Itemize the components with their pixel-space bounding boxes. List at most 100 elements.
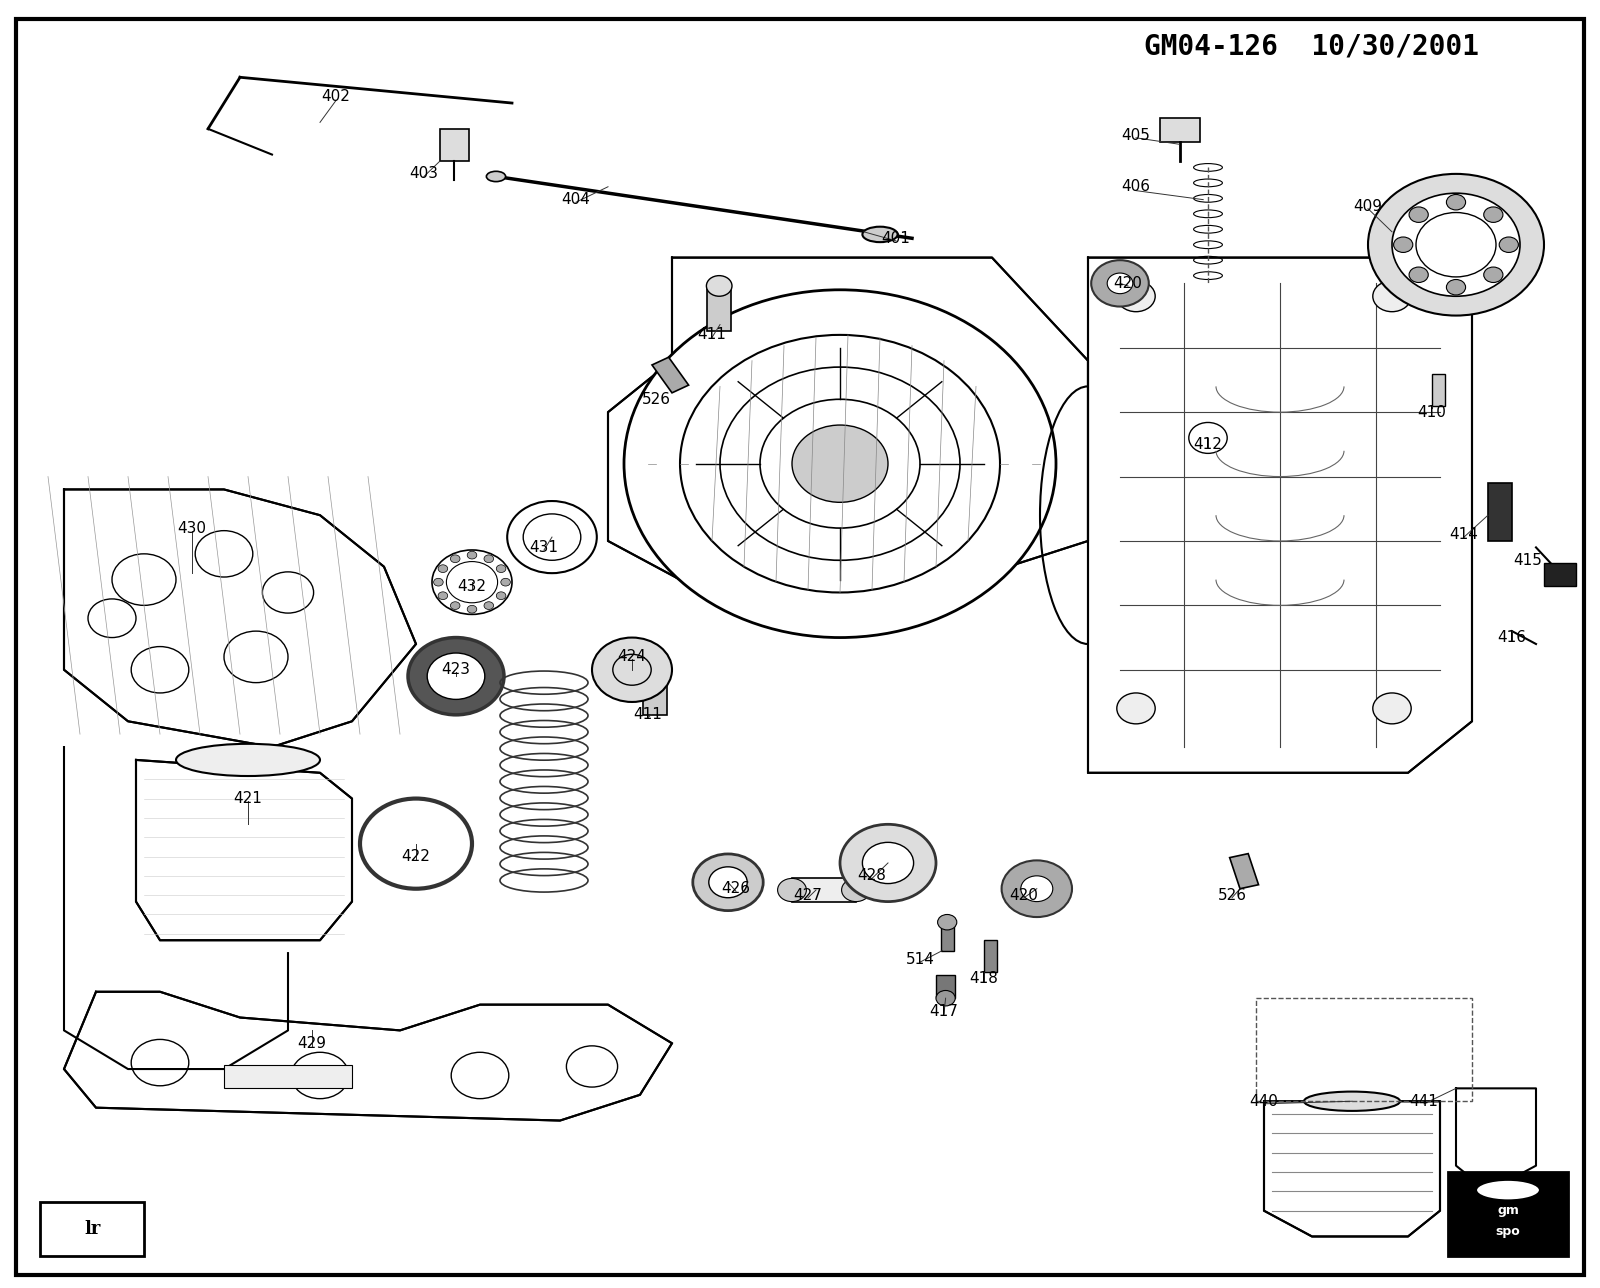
Text: 411: 411 xyxy=(634,707,662,723)
Circle shape xyxy=(840,824,936,902)
Text: 402: 402 xyxy=(322,89,350,104)
Text: gm: gm xyxy=(1498,1204,1518,1217)
Text: 423: 423 xyxy=(442,662,470,677)
Circle shape xyxy=(1499,237,1518,252)
Circle shape xyxy=(862,842,914,884)
Polygon shape xyxy=(1264,1101,1440,1236)
Bar xyxy=(1230,854,1259,889)
Text: 431: 431 xyxy=(530,540,558,555)
Circle shape xyxy=(483,601,493,609)
Text: 415: 415 xyxy=(1514,553,1542,568)
Text: 432: 432 xyxy=(458,578,486,594)
Circle shape xyxy=(1091,260,1149,307)
Circle shape xyxy=(483,555,493,563)
Text: 410: 410 xyxy=(1418,404,1446,420)
Circle shape xyxy=(1483,267,1502,282)
Text: 412: 412 xyxy=(1194,437,1222,452)
Bar xyxy=(936,975,955,998)
Bar xyxy=(653,357,688,393)
Ellipse shape xyxy=(486,171,506,182)
Circle shape xyxy=(709,867,747,898)
Bar xyxy=(1256,998,1472,1101)
Circle shape xyxy=(496,591,506,600)
Text: 429: 429 xyxy=(298,1036,326,1051)
Circle shape xyxy=(427,653,485,699)
Text: 441: 441 xyxy=(1410,1094,1438,1109)
Text: 426: 426 xyxy=(722,881,750,896)
Circle shape xyxy=(624,290,1056,638)
Text: 421: 421 xyxy=(234,791,262,806)
Text: 440: 440 xyxy=(1250,1094,1278,1109)
Text: 403: 403 xyxy=(410,166,438,182)
Text: 417: 417 xyxy=(930,1003,958,1019)
Circle shape xyxy=(1107,273,1133,294)
Text: lr: lr xyxy=(85,1220,101,1238)
Circle shape xyxy=(1392,193,1520,296)
Circle shape xyxy=(1410,207,1429,223)
Circle shape xyxy=(438,591,448,600)
Text: 404: 404 xyxy=(562,192,590,207)
Circle shape xyxy=(501,578,510,586)
Bar xyxy=(1544,563,1576,586)
Text: 526: 526 xyxy=(642,392,670,407)
Circle shape xyxy=(1446,279,1466,295)
Bar xyxy=(792,878,856,902)
Bar xyxy=(1160,118,1200,142)
Text: 418: 418 xyxy=(970,971,998,987)
Circle shape xyxy=(1117,693,1155,724)
Bar xyxy=(941,922,954,951)
Bar xyxy=(1432,374,1445,406)
Text: 514: 514 xyxy=(906,952,934,967)
Text: 416: 416 xyxy=(1498,630,1526,645)
Circle shape xyxy=(842,878,870,902)
Text: 420: 420 xyxy=(1114,276,1142,291)
Circle shape xyxy=(496,564,506,573)
Circle shape xyxy=(1410,267,1429,282)
Text: 401: 401 xyxy=(882,231,910,246)
Circle shape xyxy=(450,555,461,563)
Circle shape xyxy=(1117,281,1155,312)
Text: 424: 424 xyxy=(618,649,646,665)
Text: 420: 420 xyxy=(1010,887,1038,903)
Circle shape xyxy=(938,914,957,930)
Circle shape xyxy=(1483,207,1502,223)
Text: spo: spo xyxy=(1496,1225,1520,1238)
Text: 409: 409 xyxy=(1354,198,1382,214)
Circle shape xyxy=(707,276,733,296)
Polygon shape xyxy=(64,992,672,1121)
Ellipse shape xyxy=(176,744,320,775)
Polygon shape xyxy=(1088,258,1472,773)
Circle shape xyxy=(467,605,477,613)
Circle shape xyxy=(1394,237,1413,252)
Bar xyxy=(707,286,731,331)
Circle shape xyxy=(778,878,806,902)
Text: 427: 427 xyxy=(794,887,822,903)
Text: 428: 428 xyxy=(858,868,886,884)
Bar xyxy=(643,670,667,715)
Text: 406: 406 xyxy=(1122,179,1150,194)
Ellipse shape xyxy=(1475,1180,1539,1200)
Polygon shape xyxy=(136,760,352,940)
Circle shape xyxy=(1373,281,1411,312)
Text: 526: 526 xyxy=(1218,887,1246,903)
Circle shape xyxy=(1373,693,1411,724)
Bar xyxy=(40,1202,144,1256)
Circle shape xyxy=(792,425,888,502)
Polygon shape xyxy=(608,258,1088,592)
Bar xyxy=(984,940,997,972)
Circle shape xyxy=(693,854,763,911)
Bar xyxy=(440,129,469,161)
Circle shape xyxy=(592,638,672,702)
Bar xyxy=(1448,1172,1568,1256)
Circle shape xyxy=(1002,860,1072,917)
Circle shape xyxy=(434,578,443,586)
Text: 405: 405 xyxy=(1122,128,1150,143)
Circle shape xyxy=(467,551,477,559)
Text: 414: 414 xyxy=(1450,527,1478,542)
Circle shape xyxy=(450,601,461,609)
Ellipse shape xyxy=(862,227,898,242)
Circle shape xyxy=(408,638,504,715)
Text: 411: 411 xyxy=(698,327,726,343)
Text: GM04-126  10/30/2001: GM04-126 10/30/2001 xyxy=(1144,32,1480,61)
Circle shape xyxy=(936,990,955,1006)
